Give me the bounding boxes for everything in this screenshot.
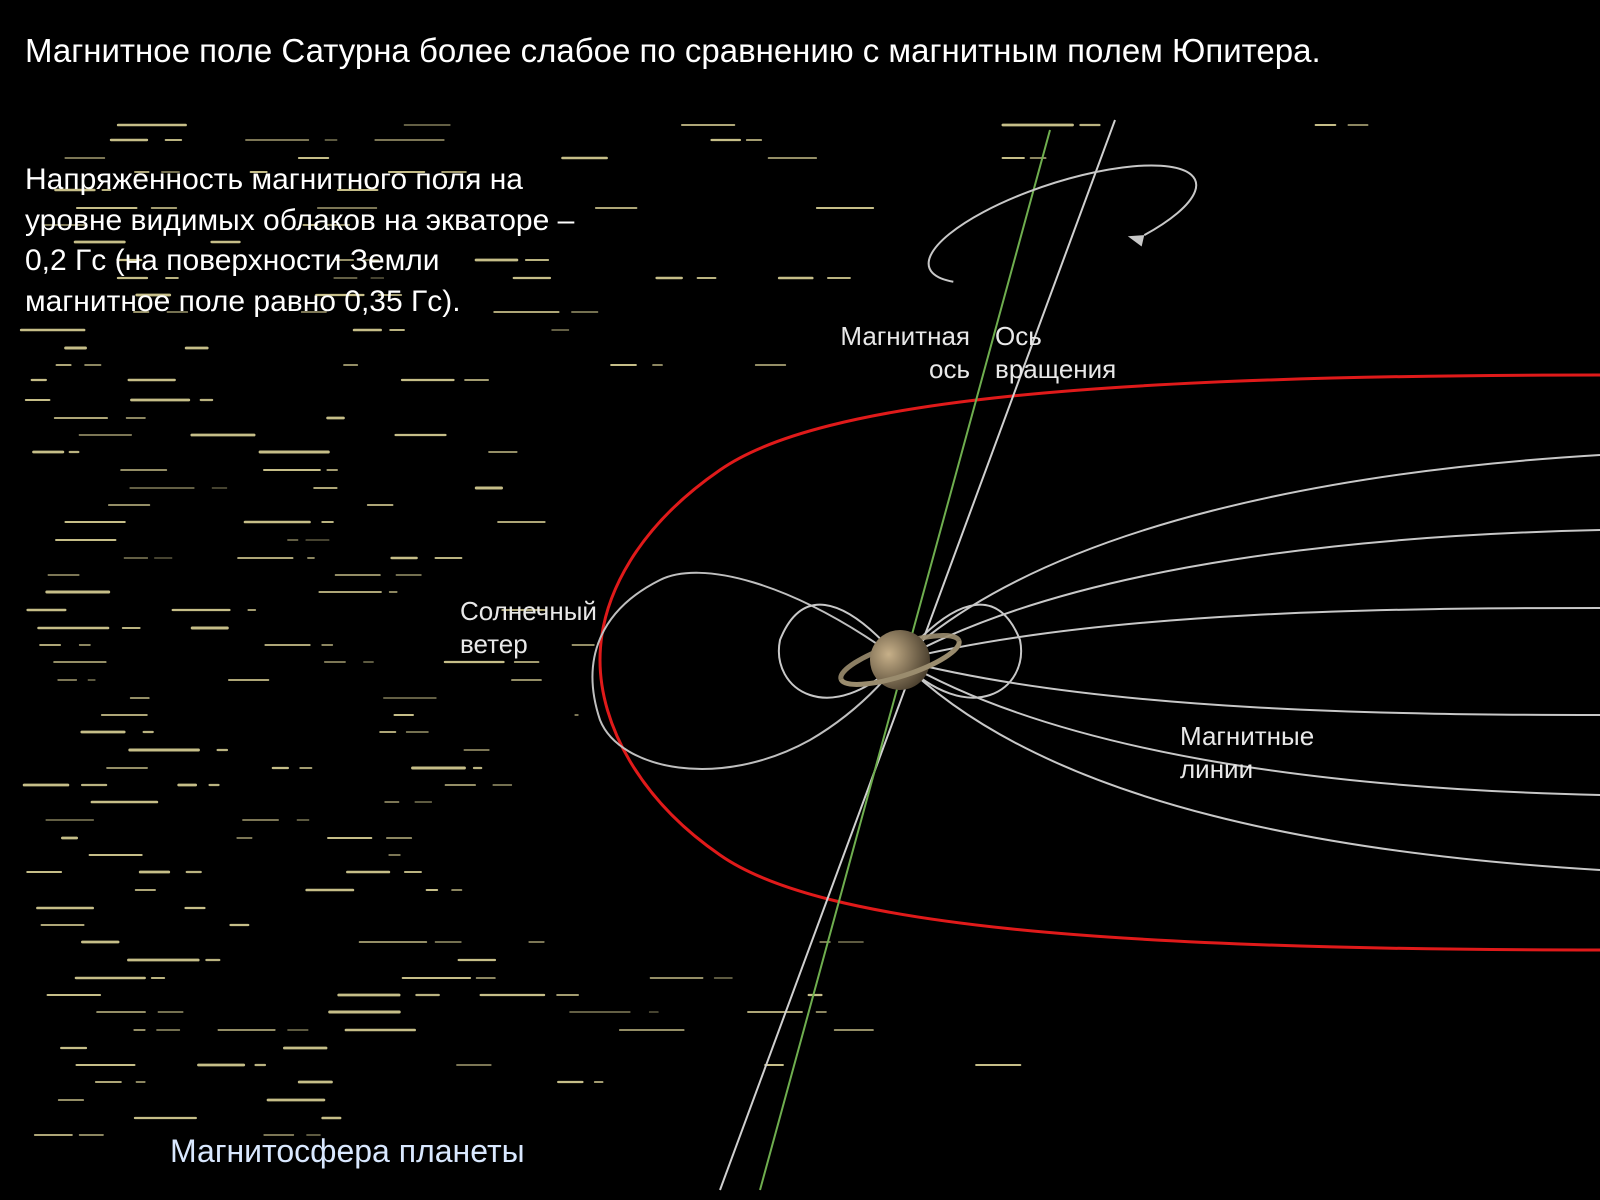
title-text: Магнитное поле Сатурна более слабое по с… bbox=[25, 30, 1575, 73]
stage: Магнитное поле Сатурна более слабое по с… bbox=[0, 0, 1600, 1200]
label-solar-wind: Солнечный ветер bbox=[460, 595, 597, 660]
label-magnetic-axis: Магнитная ось bbox=[840, 320, 970, 385]
label-magnetic-lines: Магнитные линии bbox=[1180, 720, 1314, 785]
label-rotation-axis: Ось вращения bbox=[995, 320, 1116, 385]
caption-text: Магнитосфера планеты bbox=[170, 1133, 525, 1170]
body-text: Напряженность магнитного поля на уровне … bbox=[25, 160, 585, 322]
